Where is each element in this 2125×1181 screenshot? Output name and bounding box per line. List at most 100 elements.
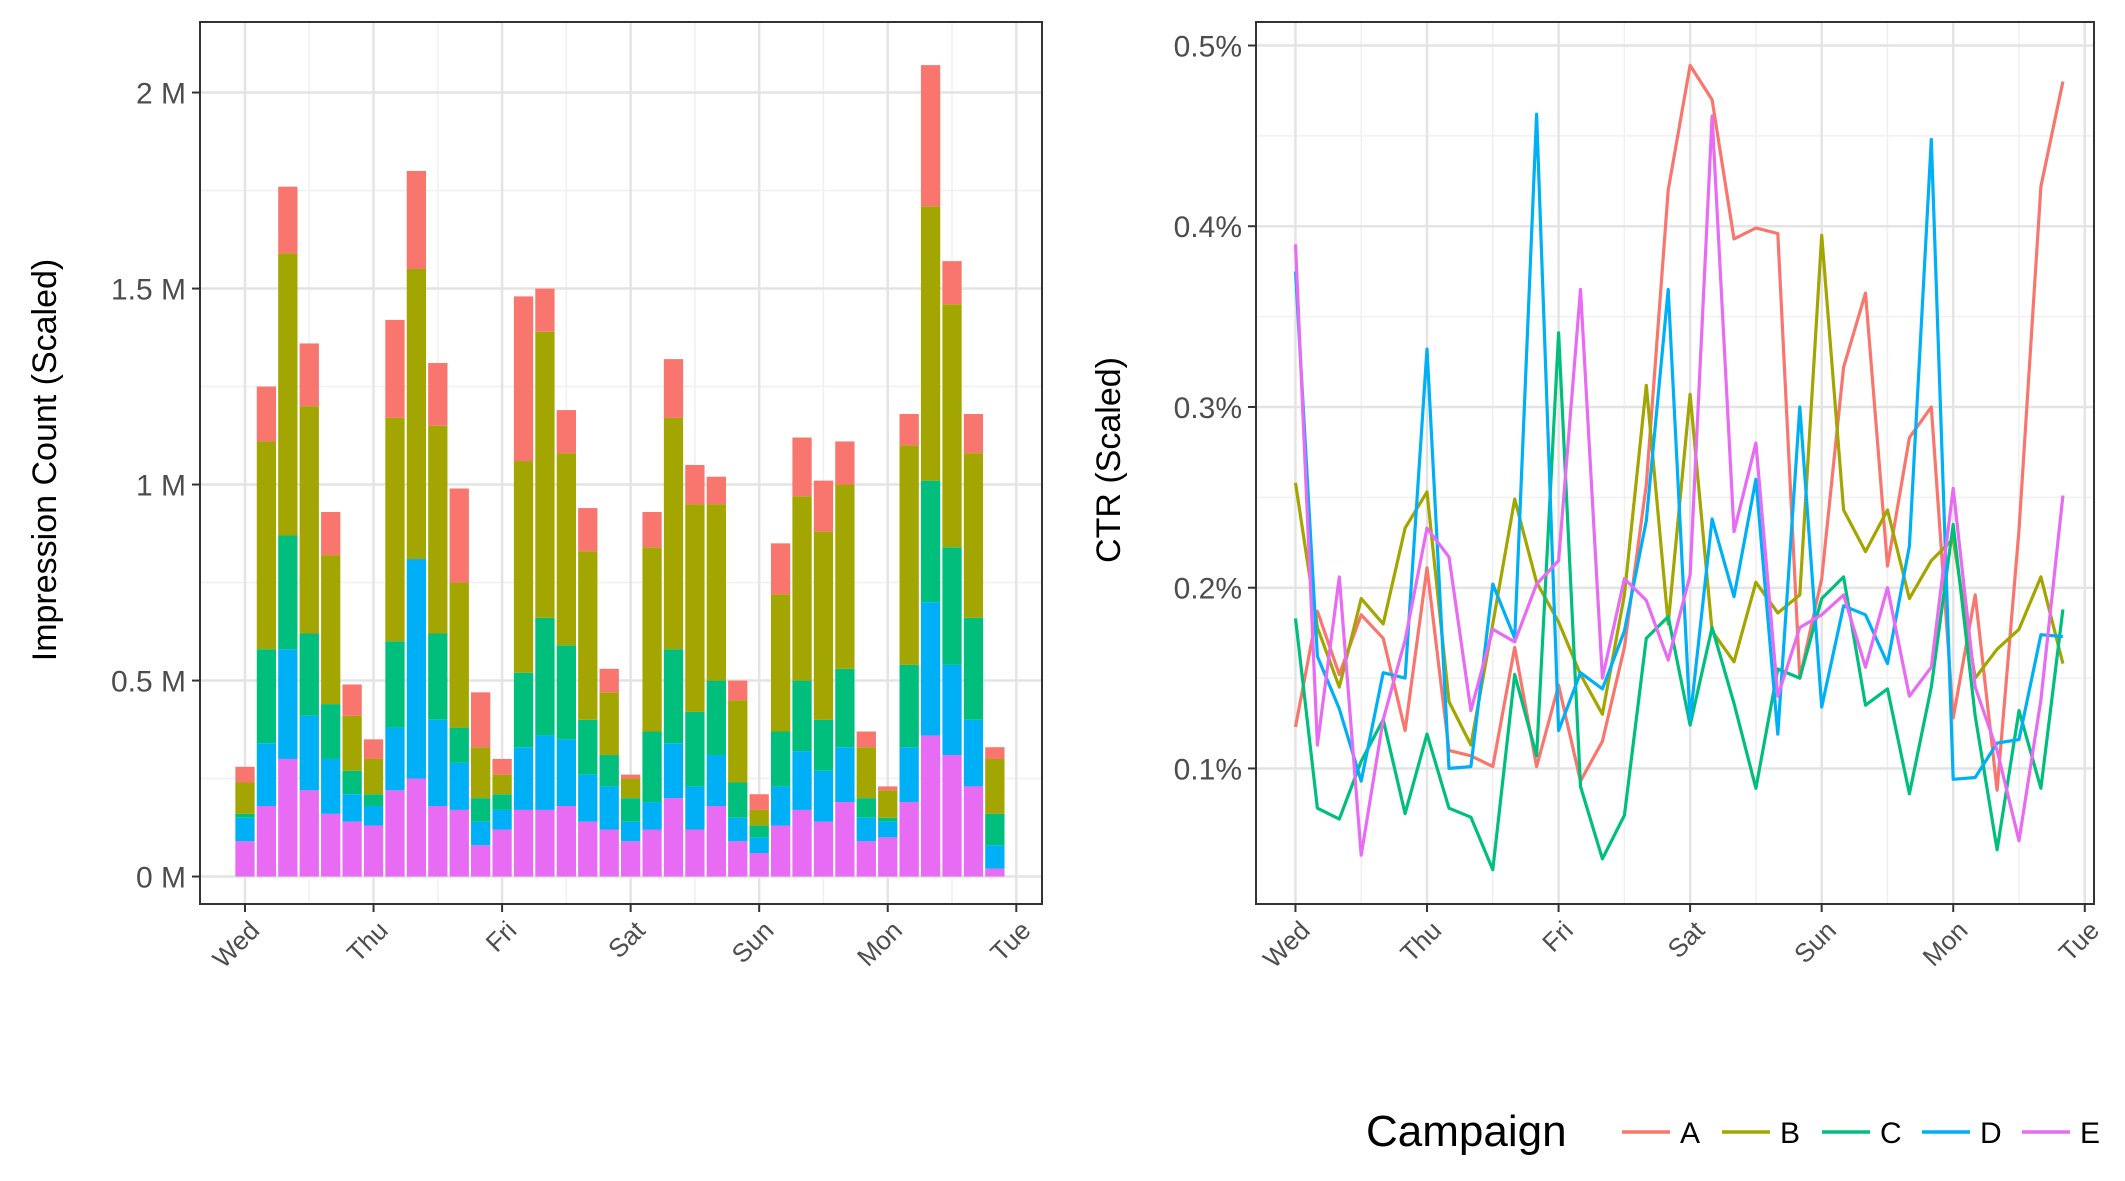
- bar-segment-d: [599, 786, 619, 830]
- bar-segment-b: [728, 700, 748, 783]
- bar-segment-a: [642, 512, 662, 548]
- bar-segment-c: [299, 633, 319, 716]
- bar-segment-c: [899, 664, 919, 748]
- bar-segment-b: [385, 417, 405, 642]
- bar-segment-a: [663, 359, 684, 418]
- bar-segment-b: [471, 747, 491, 799]
- bar-segment-e: [406, 778, 427, 877]
- bar-segment-d: [920, 602, 941, 736]
- ctr-y-tick-label: 0.1%: [1174, 753, 1242, 786]
- bar-segment-e: [942, 755, 962, 877]
- bar-segment-c: [321, 704, 341, 759]
- legend-label-a: A: [1680, 1117, 1700, 1150]
- bar-segment-b: [985, 758, 1005, 814]
- bar-segment-c: [770, 731, 791, 787]
- bar-segment-d: [342, 794, 362, 822]
- bar-segment-a: [899, 414, 919, 446]
- bar-segment-a: [706, 476, 726, 505]
- bar-segment-a: [342, 684, 362, 716]
- bar-segment-e: [835, 802, 855, 877]
- bar-segment-b: [556, 453, 577, 646]
- bar-segment-e: [706, 806, 726, 877]
- bar-segment-e: [342, 821, 362, 877]
- bar-segment-c: [942, 547, 962, 665]
- bar-segment-d: [385, 727, 405, 791]
- bar-segment-b: [492, 774, 512, 795]
- bar-segment-c: [428, 633, 448, 720]
- bar-segment-e: [963, 786, 984, 877]
- bar-segment-e: [385, 790, 405, 877]
- bar-segment-e: [599, 829, 619, 877]
- bar-segment-c: [963, 617, 984, 720]
- bar-segment-c: [278, 535, 298, 650]
- bar-segment-c: [471, 798, 491, 822]
- bar-segment-b: [706, 504, 726, 681]
- bar-segment-d: [770, 786, 791, 826]
- bar-segment-c: [363, 794, 384, 806]
- bar-segment-d: [685, 786, 705, 830]
- bar-segment-d: [663, 743, 684, 799]
- ctr-lines: [1293, 63, 2065, 872]
- ctr-line-a: [1293, 63, 2065, 792]
- bar-segment-e: [235, 841, 255, 877]
- bar-segment-a: [792, 437, 812, 497]
- bar-segment-b: [599, 692, 619, 756]
- bar-segment-c: [449, 727, 469, 763]
- bar-segment-b: [449, 582, 469, 728]
- bar-segment-b: [256, 441, 277, 650]
- bar-segment-c: [235, 813, 255, 818]
- bar-segment-c: [835, 668, 855, 748]
- bar-segment-a: [920, 65, 941, 207]
- bar-segment-b: [920, 206, 941, 481]
- bar-segment-e: [428, 806, 448, 877]
- bar-segment-b: [685, 504, 705, 712]
- bar-segment-e: [620, 841, 641, 877]
- bar-segment-a: [685, 464, 705, 505]
- bar-segment-b: [878, 790, 898, 818]
- bar-segment-d: [835, 747, 855, 803]
- bar-segment-a: [556, 410, 577, 454]
- bar-segment-e: [321, 813, 341, 877]
- bar-segment-c: [642, 731, 662, 803]
- bar-segment-b: [321, 555, 341, 705]
- bar-segment-e: [556, 806, 577, 877]
- bar-segment-b: [535, 331, 555, 618]
- bar-segment-d: [578, 774, 598, 822]
- bar-segment-c: [878, 817, 898, 822]
- bar-segment-b: [235, 782, 255, 814]
- bar-segment-c: [578, 719, 598, 775]
- bar-segment-a: [471, 692, 491, 748]
- impressions-bars: [235, 65, 1005, 877]
- bar-segment-d: [642, 802, 662, 830]
- bar-segment-b: [363, 758, 384, 795]
- bar-segment-d: [235, 817, 255, 842]
- bar-segment-e: [578, 821, 598, 877]
- bar-segment-c: [985, 813, 1005, 846]
- bar-segment-a: [321, 512, 341, 556]
- ctr-y-tick-label: 0.5%: [1174, 30, 1242, 63]
- bar-segment-e: [278, 758, 298, 877]
- bar-segment-d: [856, 817, 876, 842]
- bar-segment-a: [363, 739, 384, 759]
- bar-segment-b: [642, 547, 662, 732]
- bar-segment-a: [299, 343, 319, 407]
- legend-title: Campaign: [1366, 1107, 1567, 1156]
- bar-segment-b: [513, 461, 534, 673]
- bar-segment-e: [642, 829, 662, 877]
- bar-segment-c: [856, 798, 876, 818]
- bar-segment-d: [449, 762, 469, 810]
- bar-segment-a: [235, 766, 255, 783]
- bar-segment-d: [471, 821, 491, 846]
- bar-segment-e: [792, 809, 812, 877]
- impressions-x-tick-label: Fri: [480, 915, 523, 958]
- bar-segment-c: [920, 480, 941, 603]
- bar-segment-b: [942, 304, 962, 548]
- ctr-panel-border: [1255, 21, 2095, 905]
- bar-segment-b: [428, 425, 448, 634]
- ctr-x-tick-label: Sat: [1662, 914, 1711, 963]
- impressions-x-tick-label: Sun: [726, 915, 780, 969]
- bar-segment-d: [406, 559, 427, 779]
- impressions-y-axis-title: Impression Count (Scaled): [26, 259, 64, 662]
- bar-segment-b: [749, 809, 769, 826]
- bar-segment-a: [728, 680, 748, 701]
